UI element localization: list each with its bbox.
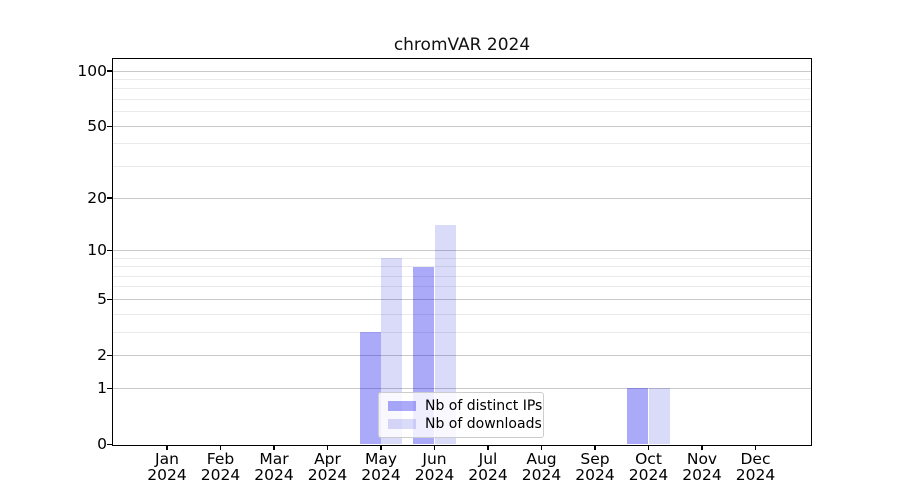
gridline-minor — [112, 331, 811, 333]
x-tick-label: Jan 2024 — [147, 450, 187, 484]
chart-title: chromVAR 2024 — [393, 35, 531, 55]
x-tick-label: Jun 2024 — [414, 450, 455, 484]
x-tick-label: Nov 2024 — [682, 450, 722, 484]
legend: Nb of distinct IPs Nb of downloads — [378, 392, 544, 438]
gridline-minor — [112, 143, 811, 145]
x-tick-mark — [380, 445, 382, 451]
x-tick-mark — [540, 445, 543, 451]
x-tick-label: Aug 2024 — [521, 450, 562, 484]
gridline-minor — [112, 99, 811, 100]
y-tick-mark — [107, 387, 112, 389]
bar-nb-of-distinct-ips — [627, 388, 649, 445]
x-tick-label: Mar 2024 — [254, 450, 294, 484]
legend-label: Nb of distinct IPs — [425, 397, 543, 414]
x-tick-label: May 2024 — [361, 450, 401, 484]
x-tick-label: Dec 2024 — [735, 450, 776, 484]
y-tick-mark — [107, 443, 112, 445]
legend-item-downloads: Nb of downloads — [388, 416, 542, 432]
x-tick-label: Sep 2024 — [575, 450, 615, 484]
y-tick-mark — [107, 298, 112, 301]
distinct-ips-swatch — [388, 400, 416, 411]
gridline-minor — [112, 111, 811, 113]
bar-nb-of-downloads — [648, 388, 670, 445]
gridline-minor — [112, 88, 811, 90]
x-tick-mark — [166, 445, 168, 451]
y-tick-mark — [107, 197, 112, 199]
x-tick-mark — [433, 445, 436, 451]
legend-item-distinct-ips: Nb of distinct IPs — [388, 398, 542, 414]
x-tick-mark — [594, 445, 596, 451]
x-tick-mark — [273, 445, 275, 451]
gridline-major — [112, 125, 811, 127]
gridline-major — [112, 70, 811, 72]
x-tick-mark — [647, 445, 650, 451]
y-tick-label: 0 — [97, 435, 107, 454]
x-tick-mark — [701, 445, 703, 451]
y-tick-mark — [107, 70, 112, 72]
x-tick-label: Jul 2024 — [468, 450, 508, 484]
gridline-major — [112, 197, 811, 199]
y-tick-label: 50 — [87, 117, 107, 136]
gridline-minor — [112, 286, 811, 288]
bar-nb-of-downloads — [434, 225, 456, 445]
x-tick-label: Apr 2024 — [307, 450, 348, 484]
gridline-major — [112, 387, 811, 389]
y-tick-label: 5 — [97, 290, 107, 309]
y-tick-mark — [107, 249, 112, 251]
y-tick-label: 2 — [97, 346, 107, 365]
gridline-minor — [112, 275, 811, 277]
y-tick-label: 1 — [97, 379, 107, 398]
gridline-major — [112, 249, 811, 251]
y-tick-mark — [107, 354, 112, 357]
downloads-swatch — [388, 419, 416, 430]
y-tick-mark — [107, 125, 112, 127]
gridline-minor — [112, 257, 811, 259]
gridline-minor — [112, 313, 811, 315]
gridline-minor — [112, 266, 811, 268]
y-tick-label: 10 — [87, 241, 107, 260]
x-tick-mark — [754, 445, 757, 451]
gridline-minor — [112, 166, 811, 168]
x-tick-mark — [219, 445, 222, 451]
y-tick-label: 20 — [87, 189, 107, 208]
gridline-major — [112, 298, 811, 300]
bar-nb-of-distinct-ips — [359, 332, 381, 445]
x-tick-label: Oct 2024 — [628, 450, 669, 484]
x-tick-mark — [487, 445, 489, 451]
gridline-minor — [112, 78, 811, 80]
gridline-major — [112, 354, 811, 356]
x-tick-mark — [326, 445, 329, 451]
x-tick-label: Feb 2024 — [200, 450, 241, 484]
legend-label: Nb of downloads — [425, 416, 542, 433]
y-tick-label: 100 — [77, 62, 107, 80]
